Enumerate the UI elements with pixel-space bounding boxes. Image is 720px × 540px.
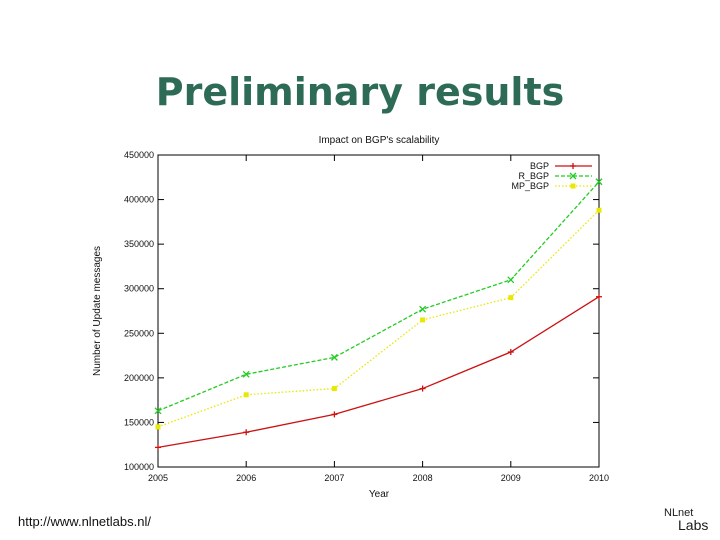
x-tick-label: 2005: [148, 473, 168, 483]
x-tick-label: 2008: [413, 473, 433, 483]
data-point: [243, 392, 249, 398]
data-point: [595, 178, 603, 186]
series-r-bgp: [154, 178, 603, 415]
data-point: [596, 293, 602, 300]
y-tick-label: 200000: [124, 373, 154, 383]
x-axis: 2005 2006 2007 2008 2009 2010: [148, 155, 609, 483]
y-tick-label: 350000: [124, 239, 154, 249]
data-point: [570, 163, 576, 169]
y-axis-label: Number of Update messages: [92, 246, 103, 376]
y-axis: 100000 150000 200000 250000 300000 350000 4000…: [124, 150, 599, 472]
data-point: [154, 407, 162, 415]
logo-line-2: Labs: [678, 517, 709, 533]
series-bgp: [155, 293, 602, 451]
y-tick-label: 150000: [124, 417, 154, 427]
data-point: [243, 429, 250, 436]
data-point: [242, 370, 250, 378]
series-line: [157, 181, 600, 412]
data-point: [419, 305, 427, 313]
data-point: [420, 317, 426, 323]
data-point: [596, 207, 602, 213]
series-line: [157, 296, 600, 449]
data-point: [569, 172, 577, 180]
data-point: [330, 353, 338, 361]
legend-label: R_BGP: [518, 171, 549, 181]
x-tick-label: 2006: [236, 473, 256, 483]
y-tick-label: 300000: [124, 284, 154, 294]
data-point: [507, 276, 515, 284]
x-axis-label: Year: [369, 489, 390, 500]
legend-label: MP_BGP: [511, 181, 549, 191]
chart-title: Impact on BGP's scalability: [319, 135, 440, 146]
series-layer: [154, 178, 603, 451]
y-tick-label: 400000: [124, 195, 154, 205]
slide-title: Preliminary results: [155, 70, 565, 114]
nlnetlabs-logo: NLnet Labs: [664, 507, 709, 533]
data-point: [155, 424, 161, 430]
x-tick-label: 2009: [501, 473, 521, 483]
data-point: [507, 349, 514, 356]
series-mp-bgp: [155, 207, 602, 430]
data-point: [331, 411, 338, 418]
footer-url: http://www.nlnetlabs.nl/: [18, 514, 151, 529]
y-tick-label: 450000: [124, 150, 154, 160]
y-tick-label: 100000: [124, 462, 154, 472]
series-line: [157, 209, 600, 428]
x-tick-label: 2007: [324, 473, 344, 483]
data-point: [155, 444, 161, 451]
y-tick-label: 250000: [124, 328, 154, 338]
data-point: [508, 295, 514, 301]
logo-line-1: NLnet: [664, 507, 694, 519]
data-point: [331, 386, 337, 392]
plot-frame: [157, 154, 600, 468]
legend-label: BGP: [530, 161, 549, 171]
x-tick-label: 2010: [589, 473, 609, 483]
data-point: [570, 183, 576, 189]
data-point: [419, 385, 426, 392]
